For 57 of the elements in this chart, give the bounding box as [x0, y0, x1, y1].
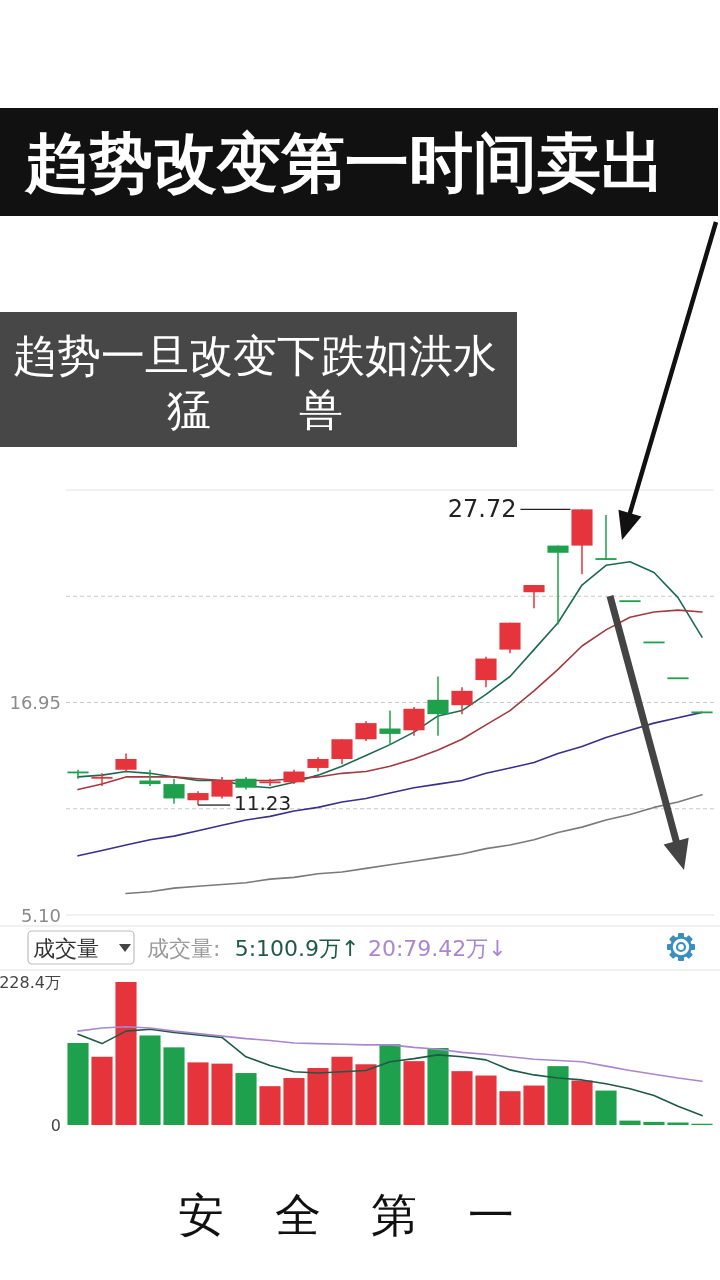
candlestick [259, 777, 281, 787]
bar [499, 1091, 521, 1125]
candlestick [211, 776, 233, 800]
bar [331, 1056, 353, 1125]
bar [115, 982, 137, 1125]
text: 20:79.42万↓ [367, 935, 507, 961]
bar [67, 1042, 89, 1125]
candlestick [475, 656, 497, 689]
line-series [77, 1025, 703, 1082]
bar [187, 1062, 209, 1125]
y-tick-label: 5.10 [20, 904, 61, 926]
bar [163, 1047, 185, 1125]
line-series [125, 794, 703, 895]
candlestick [91, 772, 113, 787]
bar [619, 1120, 641, 1125]
bar [547, 1066, 569, 1125]
candlestick [451, 686, 473, 715]
legend-title: 成交量: [147, 935, 221, 961]
bar [523, 1085, 545, 1125]
bar [643, 1121, 665, 1125]
bar [235, 1073, 257, 1125]
bar [307, 1068, 329, 1125]
candlestick [595, 514, 617, 561]
candlestick [163, 777, 185, 805]
y-tick-label: 16.95 [9, 692, 61, 713]
candlestick [379, 709, 401, 746]
annotation: 27.72 [447, 495, 517, 524]
bar [259, 1086, 281, 1125]
y-tick-label: 228.4万 [0, 972, 61, 992]
line-series [77, 711, 703, 857]
text: 安 全 第 一 [178, 1188, 532, 1242]
bar [427, 1047, 449, 1125]
bar [475, 1075, 497, 1125]
candlestick [331, 738, 353, 766]
bar [211, 1063, 233, 1125]
bar [283, 1078, 305, 1125]
chart-title: 成交量 [33, 935, 99, 961]
chart-subtitle: 趋势一旦改变下跌如洪水猛 兽 [13, 329, 497, 435]
annotation: 11.23 [234, 791, 292, 816]
bar [571, 1080, 593, 1125]
bar [595, 1090, 617, 1125]
bar [403, 1061, 425, 1125]
bar [451, 1071, 473, 1125]
bar [355, 1064, 377, 1125]
candlestick [403, 706, 425, 737]
text: 5:100.9万↑ [234, 935, 360, 961]
bar [379, 1044, 401, 1125]
y-tick-label: 0 [50, 1115, 61, 1135]
bar [139, 1035, 161, 1125]
line-series [77, 1028, 703, 1117]
candlestick [523, 584, 545, 610]
bar [667, 1122, 689, 1125]
chart-title: 趋势改变第一时间卖出 [24, 126, 665, 200]
candlestick [355, 720, 377, 742]
bar [91, 1056, 113, 1125]
candlestick [547, 544, 569, 626]
candlestick [427, 675, 449, 737]
